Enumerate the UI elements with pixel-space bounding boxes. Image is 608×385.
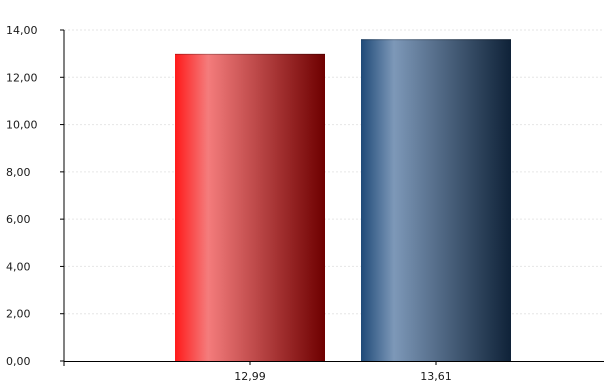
x-tick-labels: 12,99 13,61 xyxy=(234,370,452,383)
y-tick-label: 2,00 xyxy=(6,308,31,321)
y-tick-label: 4,00 xyxy=(6,260,31,273)
x-tick-label: 12,99 xyxy=(234,370,266,383)
y-tick-label: 14,00 xyxy=(6,24,38,37)
y-tick-label: 0,00 xyxy=(6,355,31,368)
bar-2 xyxy=(361,39,511,362)
bar-1 xyxy=(175,53,325,362)
y-tick-labels: 0,00 2,00 4,00 6,00 8,00 10,00 12,00 14,00 xyxy=(6,24,38,368)
y-tick-label: 10,00 xyxy=(6,119,38,132)
bars xyxy=(175,39,511,362)
y-tick-label: 8,00 xyxy=(6,166,31,179)
grid-lines xyxy=(64,29,604,315)
y-tick-label: 12,00 xyxy=(6,71,38,84)
y-tick-label: 6,00 xyxy=(6,213,31,226)
axes xyxy=(60,29,604,366)
x-tick-label: 13,61 xyxy=(420,370,452,383)
